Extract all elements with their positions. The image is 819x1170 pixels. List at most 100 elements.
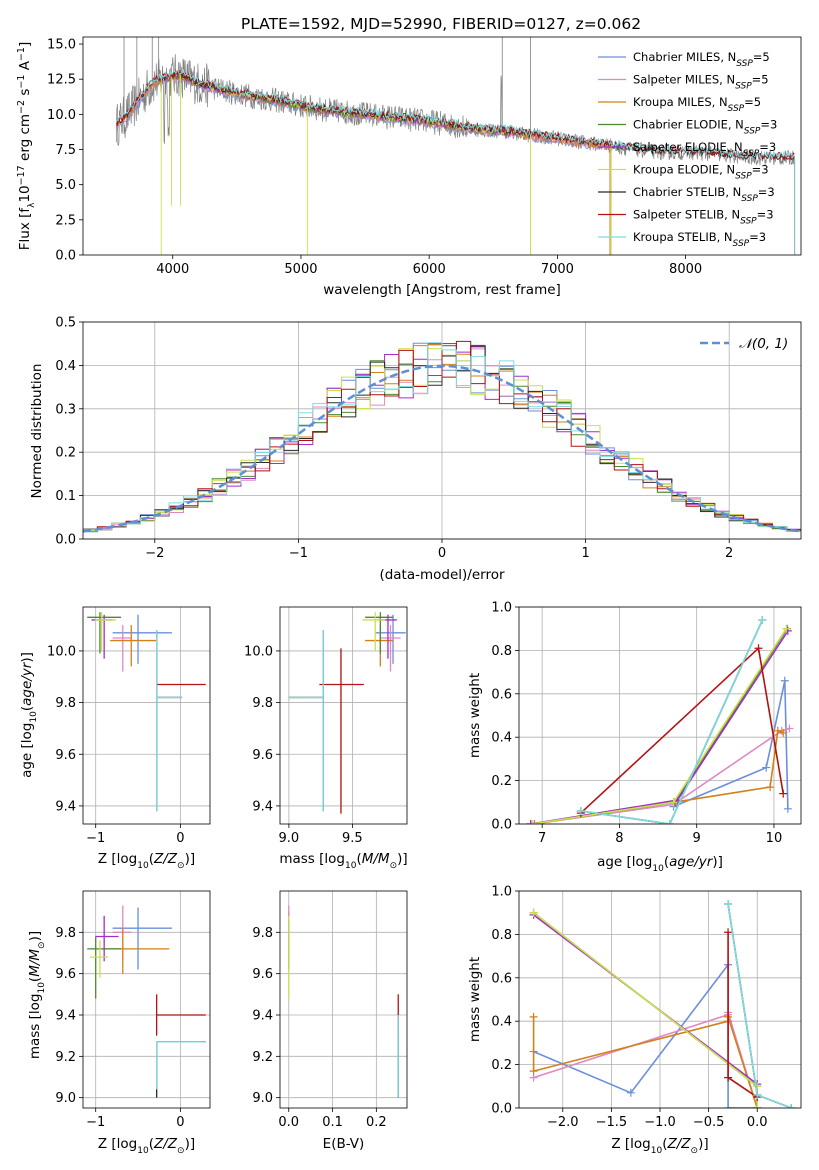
y-tick-label: 9.6 <box>252 967 273 982</box>
x-tick-label: 9.5 <box>342 831 363 846</box>
y-tick-label: 0.1 <box>55 489 76 504</box>
weight-line-kroupa-miles <box>534 729 784 824</box>
weight-line-kroupa-elodie <box>533 912 758 1108</box>
weight-marker <box>787 1104 796 1108</box>
weight-line-kroupa-miles <box>532 1016 758 1108</box>
weight-line-salpeter-miles <box>531 727 790 824</box>
y-tick-label: 9.8 <box>252 926 273 941</box>
weight-marker <box>783 804 792 813</box>
y-tick-label: 0.8 <box>491 644 512 659</box>
x-axis-label: Z [log10(Z/Z⊙)] <box>611 1136 708 1156</box>
y-tick-label: 0.0 <box>55 249 76 264</box>
legend-label: Chabrier ELODIE, NSSP=3 <box>633 118 777 137</box>
age-vs-Z-frame <box>82 606 211 825</box>
weight-marker <box>724 900 733 909</box>
mass-vs-ebv-axes: 0.0 0.1 0.2 9.0 9.2 9.4 9.6 9.8 E(B-V) <box>252 890 408 1152</box>
y-tick-label: 9.8 <box>252 696 273 711</box>
mass-vs-Z-axes: −1 0 9.0 9.2 9.4 9.6 9.8 Z [log10(Z/Z⊙)] mass [l… <box>27 890 211 1156</box>
y-tick-label: 7.5 <box>55 143 76 158</box>
legend-label: Kroupa STELIB, NSSP=3 <box>633 230 766 249</box>
y-tick-label: 0.2 <box>491 774 512 789</box>
x-tick-label: 9.0 <box>279 831 300 846</box>
age-vs-mass-frame <box>279 606 408 825</box>
weight-vs-Z-frame <box>518 890 802 1109</box>
y-tick-label: 12.5 <box>47 73 76 88</box>
y-tick-label: 0.6 <box>491 971 512 986</box>
legend-label: Chabrier MILES, NSSP=5 <box>633 50 770 69</box>
legend-label: 𝒩(0, 1) <box>739 336 788 352</box>
age-vs-Z-plot-area <box>87 612 206 812</box>
mass-vs-ebv-frame <box>279 890 408 1109</box>
y-tick-label: 9.6 <box>55 967 76 982</box>
y-axis-label: Normed distribution <box>29 364 45 499</box>
legend-label: Chabrier STELIB, NSSP=3 <box>633 185 775 204</box>
weight-marker <box>753 1090 762 1099</box>
y-tick-label: 10.0 <box>244 644 273 659</box>
y-tick-label: 0.8 <box>491 928 512 943</box>
legend-label: Salpeter MILES, NSSP=5 <box>633 73 769 92</box>
weight-line-kroupa-stelib <box>580 619 764 824</box>
y-tick-label: 9.6 <box>55 748 76 763</box>
x-tick-label: 0.1 <box>322 1115 343 1130</box>
age-vs-mass-axes: 9.0 9.5 9.4 9.6 9.8 10.0 mass [log10(M/M⊙)] <box>244 606 408 871</box>
residuals-axes: −2 −1 0 1 2 0.0 0.1 0.2 0.3 0.4 0.5 𝒩(0, 1) (data-mo… <box>29 316 802 583</box>
x-tick-label: 6000 <box>413 262 446 277</box>
weight-marker <box>766 783 775 792</box>
legend-label: Kroupa MILES, NSSP=5 <box>633 95 761 114</box>
y-axis-label: mass weight <box>467 957 483 1042</box>
weight-marker <box>762 763 771 772</box>
weight-marker <box>665 820 674 824</box>
y-axis-label: Flux [fλ10−17 erg cm−2 s−1 A−1] <box>16 42 38 250</box>
x-tick-label: 5000 <box>284 262 317 277</box>
weight-marker <box>780 676 789 685</box>
residuals-plot-area <box>83 340 801 533</box>
x-tick-label: 2 <box>725 546 733 561</box>
x-axis-label: wavelength [Angstrom, rest frame] <box>323 282 561 298</box>
weight-vs-Z-axes: −2.0 −1.5 −1.0 −0.5 0.0 0.0 0.2 0.4 0.6 0.8 1.0 mas… <box>467 885 802 1156</box>
mass-vs-Z-plot-area <box>87 905 206 1098</box>
x-tick-label: −1 <box>86 1115 105 1130</box>
x-tick-label: −2 <box>145 546 164 561</box>
weight-line-salpeter-elodie <box>533 914 758 1108</box>
y-tick-label: 10.0 <box>47 108 76 123</box>
y-tick-label: 15.0 <box>47 38 76 53</box>
weight-vs-Z-plot-area <box>529 900 796 1108</box>
x-tick-label: −2.0 <box>547 1115 579 1130</box>
x-tick-label: 10 <box>766 831 783 846</box>
y-tick-label: 9.2 <box>252 1050 273 1065</box>
mass-vs-ebv-plot-area <box>288 905 399 1098</box>
x-tick-label: −1.5 <box>596 1115 628 1130</box>
y-tick-label: 1.0 <box>491 885 512 900</box>
weight-marker <box>526 820 535 824</box>
y-tick-label: 0.6 <box>491 687 512 702</box>
y-tick-label: 9.8 <box>55 926 76 941</box>
y-tick-label: 9.4 <box>55 1009 76 1024</box>
y-tick-label: 2.5 <box>55 213 76 228</box>
weight-line-chabrier-miles <box>673 680 789 809</box>
x-tick-label: −1 <box>86 831 105 846</box>
weight-marker <box>758 616 767 625</box>
mass-vs-Z-frame <box>82 890 211 1109</box>
x-tick-label: 0.0 <box>278 1115 299 1130</box>
x-axis-label: (data-model)/error <box>379 567 505 583</box>
x-tick-label: 0 <box>176 831 184 846</box>
weight-marker <box>779 789 788 798</box>
age-vs-mass-plot-area <box>288 612 406 814</box>
legend-label: Salpeter ELODIE, NSSP=3 <box>633 140 776 159</box>
weight-marker <box>529 908 538 917</box>
weight-line-chabrier-miles <box>533 962 758 1108</box>
weight-marker <box>528 820 537 824</box>
y-tick-label: 0.4 <box>491 1015 512 1030</box>
y-tick-label: 9.0 <box>55 1091 76 1106</box>
weight-marker <box>753 1082 762 1091</box>
weight-marker <box>724 928 733 937</box>
y-tick-label: 0.3 <box>55 402 76 417</box>
y-tick-label: 9.4 <box>252 1009 273 1024</box>
y-tick-label: 9.0 <box>252 1091 273 1106</box>
spectrum-plot-area <box>115 37 796 255</box>
residuals-frame <box>82 321 802 540</box>
weight-marker <box>785 724 794 733</box>
weight-marker <box>779 728 788 737</box>
weight-marker <box>724 1104 733 1108</box>
